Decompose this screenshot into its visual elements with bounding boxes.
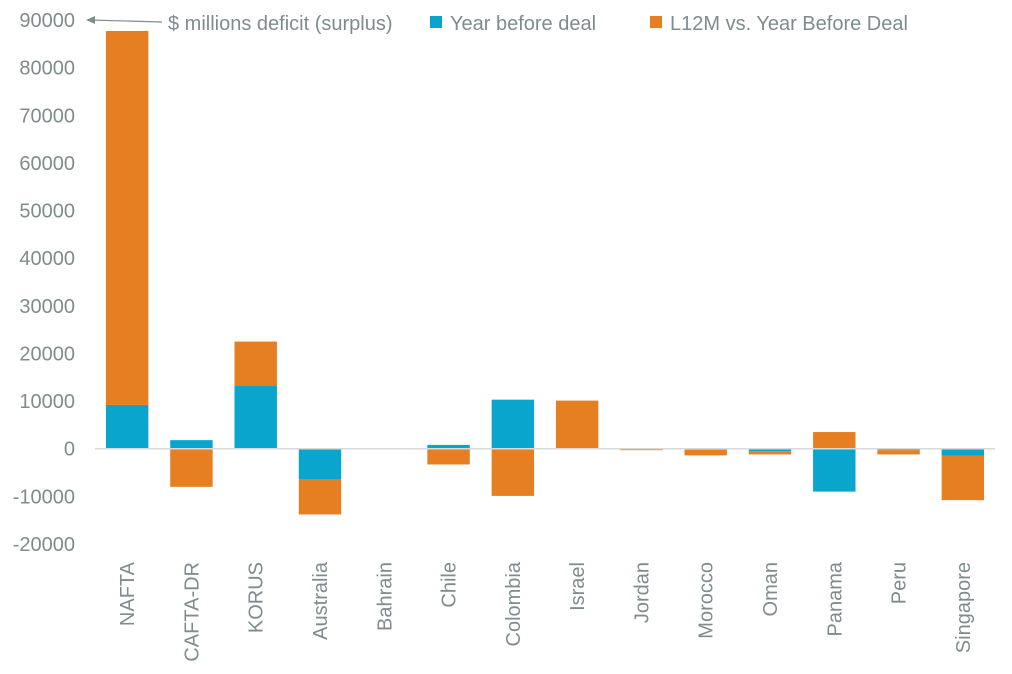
y-tick-label: 50000 [19, 201, 75, 223]
category-label-australia: Australia [310, 561, 332, 640]
legend-label-year-before-deal: Year before deal [450, 13, 596, 35]
category-label-panama: Panama [824, 561, 846, 636]
category-label-colombia: Colombia [503, 561, 525, 646]
legend: $ millions deficit (surplus) Year before… [86, 13, 908, 35]
bar-l12m-australia [298, 479, 342, 515]
y-tick-label: 10000 [19, 391, 75, 413]
bar-year-before-deal-colombia [491, 399, 535, 449]
bar-year-before-deal-nafta [105, 404, 149, 449]
y-tick-label: 80000 [19, 58, 75, 80]
bar-l12m-singapore [941, 455, 985, 501]
x-axis-category-labels: NAFTA CAFTA-DR KORUS Australia Bahrain Chile C… [117, 561, 975, 662]
bar-l12m-colombia [491, 448, 535, 496]
bar-l12m-morocco [684, 449, 727, 456]
category-label-peru: Peru [889, 562, 911, 604]
y-tick-label: -20000 [13, 534, 75, 556]
bar-l12m-cafta-dr [170, 448, 213, 487]
y-tick-label: 90000 [19, 10, 75, 32]
category-label-israel: Israel [567, 562, 589, 611]
category-label-nafta: NAFTA [117, 561, 139, 626]
legend-label-l12m: L12M vs. Year Before Deal [670, 13, 908, 35]
category-label-korus: KORUS [246, 562, 268, 633]
y-tick-label: 20000 [19, 343, 75, 365]
category-label-chile: Chile [439, 562, 461, 608]
category-label-oman: Oman [760, 562, 782, 616]
bar-l12m-peru [877, 450, 920, 455]
category-label-morocco: Morocco [696, 562, 718, 639]
y-tick-label: 60000 [19, 153, 75, 175]
bar-year-before-deal-oman [748, 448, 792, 452]
y-tick-label: -10000 [13, 486, 75, 508]
bar-year-before-deal-singapore [941, 448, 985, 456]
y-axis-tick-labels: 90000 80000 70000 60000 50000 40000 30000 20000… [13, 10, 75, 556]
y-tick-label: 30000 [19, 296, 75, 318]
annotation-text: $ millions deficit (surplus) [168, 13, 393, 35]
category-label-singapore: Singapore [953, 562, 975, 653]
y-tick-label: 0 [64, 439, 75, 461]
bar-l12m-nafta [105, 30, 149, 405]
bar-l12m-korus [234, 341, 277, 386]
y-tick-label: 40000 [19, 248, 75, 270]
bar-l12m-chile [427, 448, 470, 465]
category-label-jordan: Jordan [631, 562, 653, 623]
category-label-cafta-dr: CAFTA-DR [181, 562, 203, 662]
bar-year-before-deal-korus [234, 385, 277, 449]
annotation-arrow [89, 19, 163, 23]
bar-l12m-jordan [620, 449, 663, 451]
bar-year-before-deal-cafta-dr [170, 440, 213, 449]
bar-year-before-deal-chile [427, 444, 470, 449]
legend-swatch-l12m [650, 16, 662, 28]
bar-year-before-deal-australia [298, 448, 342, 480]
bar-l12m-israel [555, 400, 599, 449]
bar-year-before-deal-panama [813, 448, 856, 492]
bar-l12m-oman [748, 451, 792, 455]
legend-swatch-year-before-deal [430, 16, 442, 28]
bars [105, 30, 985, 515]
bar-l12m-panama [813, 432, 856, 449]
y-tick-label: 70000 [19, 105, 75, 127]
category-label-bahrain: Bahrain [374, 562, 396, 631]
annotation-arrowhead [86, 16, 95, 24]
